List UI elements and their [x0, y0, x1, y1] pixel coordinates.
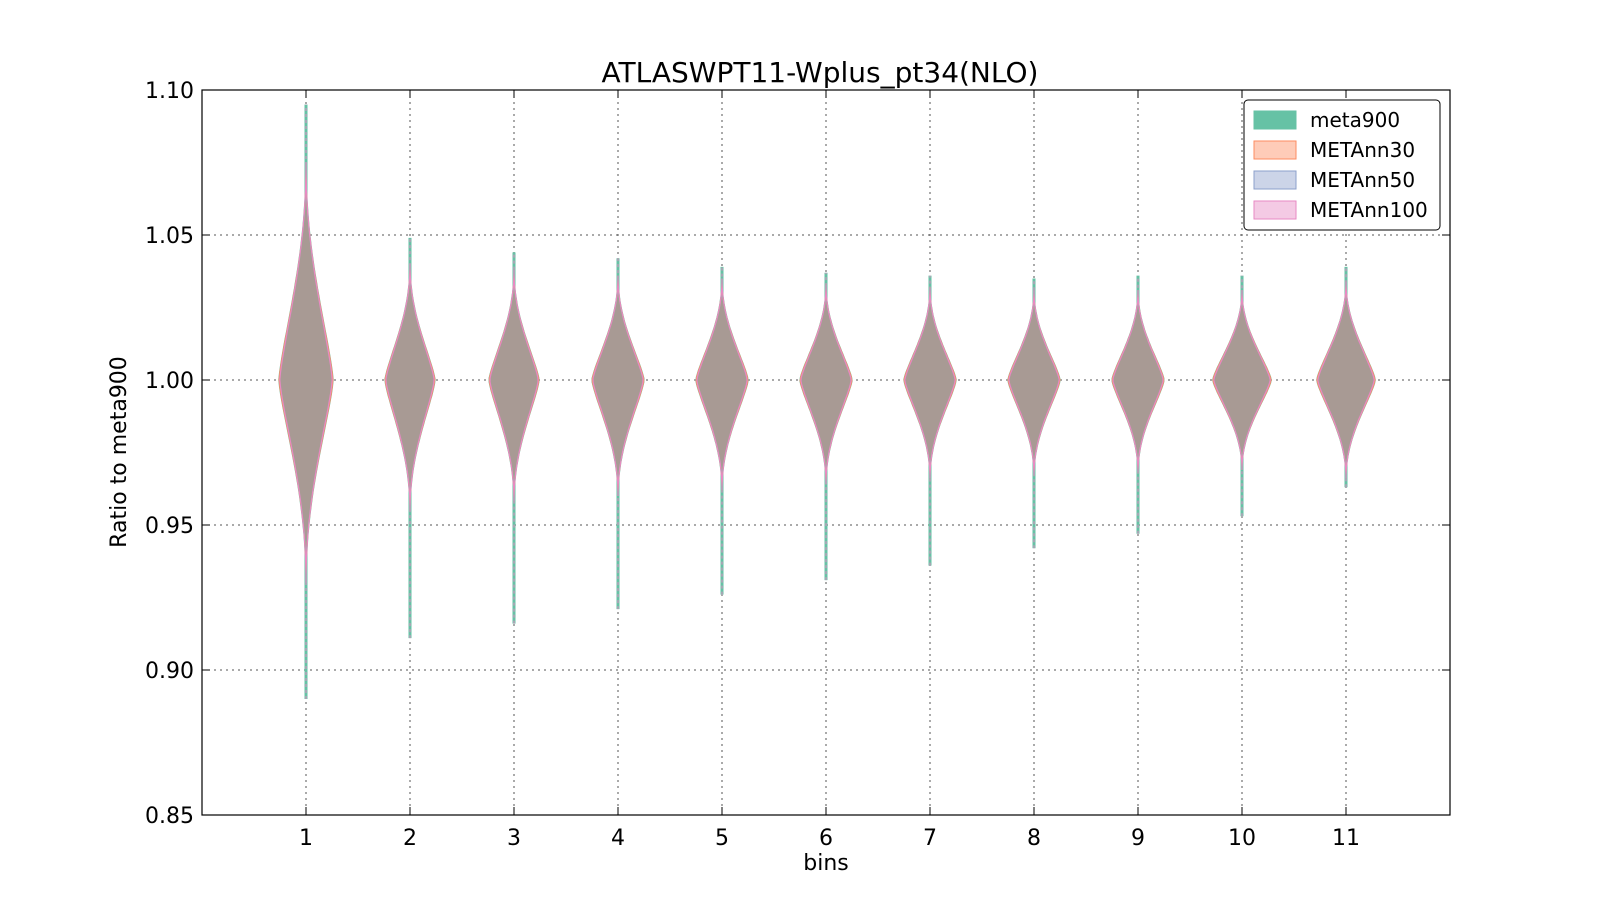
x-tick-label: 2	[403, 826, 417, 851]
violin-body	[1212, 290, 1272, 470]
violin-body	[1316, 281, 1376, 479]
violin-body	[695, 278, 749, 491]
y-tick-label: 0.95	[145, 514, 194, 539]
violin-body	[1007, 290, 1061, 476]
y-tick-label: 1.00	[145, 369, 194, 394]
y-axis-title: Ratio to meta900	[107, 356, 132, 548]
violin-bin-11	[1316, 266, 1376, 488]
y-tick-label: 0.85	[145, 804, 194, 829]
violin-outline	[1213, 290, 1271, 470]
x-axis-title: bins	[803, 851, 848, 876]
x-tick-label: 1	[299, 826, 313, 851]
violin-bin-9	[1111, 275, 1165, 534]
legend-label: METAnn100	[1310, 198, 1428, 222]
x-tick-label: 8	[1027, 826, 1041, 851]
x-tick-label: 3	[507, 826, 521, 851]
violin-bin-4	[591, 258, 645, 610]
violin-body	[488, 269, 540, 502]
violin-outline	[592, 275, 644, 496]
violin-outline	[385, 264, 435, 511]
x-tick-label: 6	[819, 826, 833, 851]
violin-bin-10	[1212, 275, 1272, 517]
violin-outline	[489, 269, 539, 502]
legend: meta900 METAnn30 METAnn50 METAnn100	[1243, 99, 1441, 231]
violin-body	[903, 287, 957, 479]
legend-swatch	[1253, 140, 1297, 160]
legend-label: METAnn50	[1310, 168, 1415, 192]
violin-body	[278, 162, 334, 583]
legend-label: meta900	[1310, 108, 1400, 132]
violin-bin-2	[384, 237, 436, 639]
violin-outline	[1008, 290, 1060, 476]
violin-bin-5	[695, 266, 749, 595]
violin-outline	[1112, 290, 1164, 473]
x-tick-label: 9	[1131, 826, 1145, 851]
violin-body	[384, 264, 436, 511]
y-axis-ticks: 0.85 0.90 0.95 1.00 1.05 1.10	[145, 79, 1450, 829]
x-tick-label: 11	[1332, 826, 1360, 851]
y-tick-label: 1.05	[145, 224, 194, 249]
y-tick-label: 0.90	[145, 659, 194, 684]
violin-outline	[904, 287, 956, 479]
legend-box	[1243, 99, 1441, 231]
violin-outline	[1317, 281, 1375, 479]
violins	[278, 104, 1376, 699]
violin-outline	[696, 278, 748, 491]
violin-outline	[279, 162, 333, 583]
x-tick-label: 7	[923, 826, 937, 851]
legend-swatch	[1253, 170, 1297, 190]
legend-swatch	[1253, 200, 1297, 220]
x-tick-label: 4	[611, 826, 625, 851]
violin-bin-1	[278, 104, 334, 699]
x-tick-label: 5	[715, 826, 729, 851]
violin-body	[591, 275, 645, 496]
x-tick-label: 10	[1228, 826, 1256, 851]
chart-title: ATLASWPT11-Wplus_pt34(NLO)	[602, 56, 1039, 89]
violin-outline	[800, 284, 852, 485]
violin-bin-7	[903, 275, 957, 566]
violin-bin-3	[488, 252, 540, 624]
violin-body	[1111, 290, 1165, 473]
y-tick-label: 1.10	[145, 79, 194, 104]
violin-bin-6	[799, 272, 853, 581]
legend-swatch	[1253, 110, 1297, 130]
x-axis-ticks: 1 2 3 4 5 6 7 8 9 10 11	[299, 90, 1360, 851]
violin-body	[799, 284, 853, 485]
legend-label: METAnn30	[1310, 138, 1415, 162]
violin-bin-8	[1007, 278, 1061, 549]
